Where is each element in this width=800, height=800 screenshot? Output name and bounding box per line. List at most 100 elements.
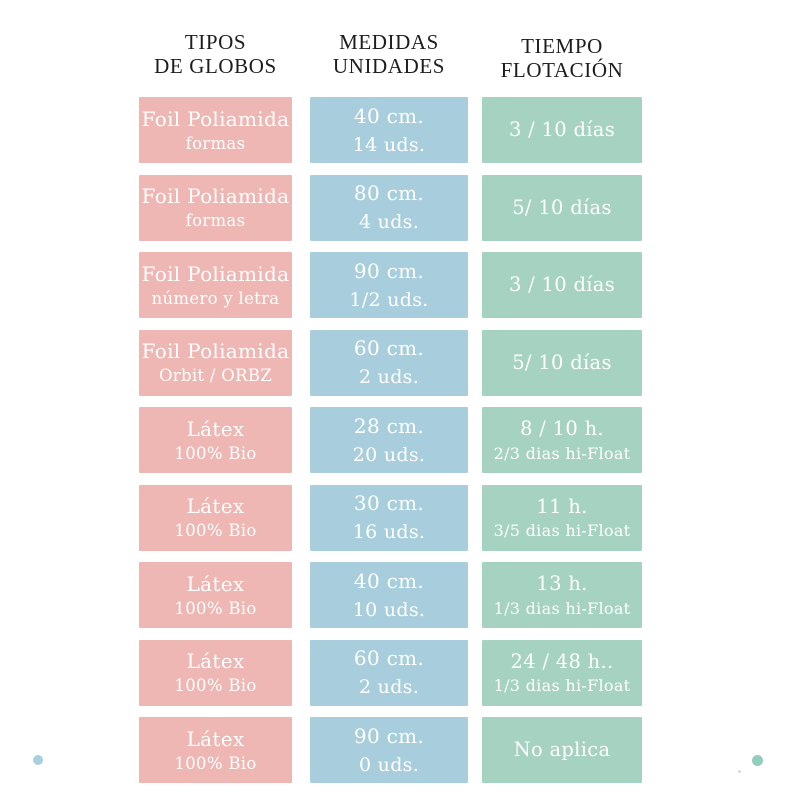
- cell-line: 10 uds.: [352, 598, 426, 621]
- cell-line: Látex: [186, 494, 245, 519]
- cell-line: 16 uds.: [352, 521, 426, 544]
- cell-line: 30 cm.: [353, 491, 425, 516]
- table-row: Foil Poliamida Orbit / ORBZ 60 cm. 2 uds…: [139, 329, 642, 396]
- cell-line: 5/ 10 días: [512, 195, 612, 219]
- cell-float-time: 3 / 10 días: [482, 252, 642, 318]
- cell-float-time: 8 / 10 h. 2/3 dias hi-Float: [482, 407, 642, 473]
- cell-size-units: 28 cm. 20 uds.: [310, 407, 468, 473]
- cell-size-units: 90 cm. 0 uds.: [310, 717, 468, 783]
- cell-size-units: 90 cm. 1/2 uds.: [310, 252, 468, 318]
- cell-balloon-type: Foil Poliamida número y letra: [139, 252, 292, 318]
- cell-line: 0 uds.: [358, 753, 420, 776]
- table-row: Foil Poliamida formas 80 cm. 4 uds. 5/ 1…: [139, 174, 642, 241]
- cell-line: 5/ 10 días: [512, 350, 612, 374]
- cell-line: 1/3 dias hi-Float: [493, 676, 631, 696]
- cell-float-time: 11 h. 3/5 dias hi-Float: [482, 484, 642, 551]
- cell-line: 40 cm.: [353, 103, 425, 128]
- cell-balloon-type: Látex 100% Bio: [139, 639, 292, 706]
- cell-line: 3 / 10 días: [508, 118, 616, 142]
- cell-size-units: 40 cm. 10 uds.: [310, 562, 468, 628]
- cell-float-time: 13 h. 1/3 dias hi-Float: [482, 562, 642, 628]
- cell-line: 8 / 10 h.: [520, 417, 604, 441]
- cell-line: 2/3 dias hi-Float: [493, 443, 631, 463]
- cell-line: formas: [185, 133, 246, 153]
- cell-line: 90 cm.: [353, 258, 425, 283]
- header-line: FLOTACIÓN: [500, 57, 624, 82]
- decorative-dot-blue: [33, 755, 43, 765]
- header-line: UNIDADES: [332, 53, 446, 78]
- cell-line: Látex: [186, 416, 245, 441]
- table-row: Látex 100% Bio 28 cm. 20 uds. 8 / 10 h. …: [139, 407, 642, 473]
- cell-size-units: 60 cm. 2 uds.: [310, 329, 468, 396]
- cell-line: 3 / 10 días: [508, 273, 616, 297]
- cell-balloon-type: Látex 100% Bio: [139, 484, 292, 551]
- cell-line: 40 cm.: [353, 568, 425, 593]
- cell-line: 100% Bio: [174, 676, 257, 696]
- decorative-speck: [738, 770, 741, 773]
- table-header-row: TIPOS DE GLOBOS MEDIDAS UNIDADES TIEMPO …: [139, 30, 642, 82]
- header-line: MEDIDAS: [339, 30, 439, 54]
- cell-line: Látex: [186, 726, 245, 751]
- cell-line: número y letra: [151, 288, 280, 308]
- cell-line: No aplica: [513, 738, 611, 762]
- cell-line: 4 uds.: [358, 211, 420, 234]
- table-row: Látex 100% Bio 60 cm. 2 uds. 24 / 48 h..…: [139, 639, 642, 706]
- cell-line: Foil Poliamida: [141, 106, 290, 131]
- cell-line: 28 cm.: [353, 413, 425, 438]
- cell-float-time: 24 / 48 h.. 1/3 dias hi-Float: [482, 639, 642, 706]
- table-row: Látex 100% Bio 30 cm. 16 uds. 11 h. 3/5 …: [139, 484, 642, 551]
- cell-line: 2 uds.: [358, 366, 420, 389]
- cell-size-units: 60 cm. 2 uds.: [310, 639, 468, 706]
- cell-float-time: 5/ 10 días: [482, 174, 642, 241]
- cell-line: 24 / 48 h..: [510, 649, 614, 673]
- table-row: Látex 100% Bio 90 cm. 0 uds. No aplica: [139, 717, 642, 783]
- cell-balloon-type: Foil Poliamida formas: [139, 174, 292, 241]
- cell-line: 20 uds.: [352, 443, 426, 466]
- cell-line: Foil Poliamida: [141, 339, 290, 364]
- header-line: DE GLOBOS: [154, 53, 277, 78]
- table-body: Foil Poliamida formas 40 cm. 14 uds. 3 /…: [139, 97, 642, 795]
- cell-line: 60 cm.: [353, 336, 425, 361]
- cell-line: 100% Bio: [174, 521, 257, 541]
- cell-balloon-type: Foil Poliamida Orbit / ORBZ: [139, 329, 292, 396]
- cell-balloon-type: Foil Poliamida formas: [139, 97, 292, 163]
- cell-line: 100% Bio: [174, 598, 257, 618]
- cell-float-time: 5/ 10 días: [482, 329, 642, 396]
- cell-line: formas: [185, 211, 246, 231]
- cell-line: 60 cm.: [353, 646, 425, 671]
- table-row: Foil Poliamida número y letra 90 cm. 1/2…: [139, 252, 642, 318]
- cell-line: 2 uds.: [358, 676, 420, 699]
- cell-line: Foil Poliamida: [141, 184, 290, 209]
- header-tiempo-flotacion: TIEMPO FLOTACIÓN: [482, 31, 642, 82]
- cell-balloon-type: Látex 100% Bio: [139, 717, 292, 783]
- table-row: Látex 100% Bio 40 cm. 10 uds. 13 h. 1/3 …: [139, 562, 642, 628]
- cell-line: 13 h.: [536, 572, 588, 596]
- cell-line: 90 cm.: [353, 723, 425, 748]
- header-tipos-de-globos: TIPOS DE GLOBOS: [139, 30, 292, 82]
- cell-line: 1/2 uds.: [349, 288, 429, 311]
- header-medidas-unidades: MEDIDAS UNIDADES: [310, 30, 468, 82]
- table-row: Foil Poliamida formas 40 cm. 14 uds. 3 /…: [139, 97, 642, 163]
- cell-line: 14 uds.: [352, 133, 426, 156]
- cell-line: Foil Poliamida: [141, 261, 290, 286]
- cell-balloon-type: Látex 100% Bio: [139, 562, 292, 628]
- cell-balloon-type: Látex 100% Bio: [139, 407, 292, 473]
- cell-line: 100% Bio: [174, 443, 257, 463]
- header-line: TIPOS: [184, 30, 247, 54]
- cell-size-units: 40 cm. 14 uds.: [310, 97, 468, 163]
- cell-line: Orbit / ORBZ: [158, 366, 273, 386]
- cell-size-units: 30 cm. 16 uds.: [310, 484, 468, 551]
- cell-float-time: 3 / 10 días: [482, 97, 642, 163]
- cell-line: 80 cm.: [353, 181, 425, 206]
- cell-line: 100% Bio: [174, 753, 257, 773]
- cell-line: 11 h.: [536, 494, 588, 518]
- cell-line: Látex: [186, 649, 245, 674]
- header-line: TIEMPO: [521, 34, 603, 58]
- cell-size-units: 80 cm. 4 uds.: [310, 174, 468, 241]
- cell-line: 1/3 dias hi-Float: [493, 598, 631, 618]
- cell-line: 3/5 dias hi-Float: [493, 521, 631, 541]
- cell-float-time: No aplica: [482, 717, 642, 783]
- cell-line: Látex: [186, 571, 245, 596]
- decorative-dot-teal: [752, 755, 763, 766]
